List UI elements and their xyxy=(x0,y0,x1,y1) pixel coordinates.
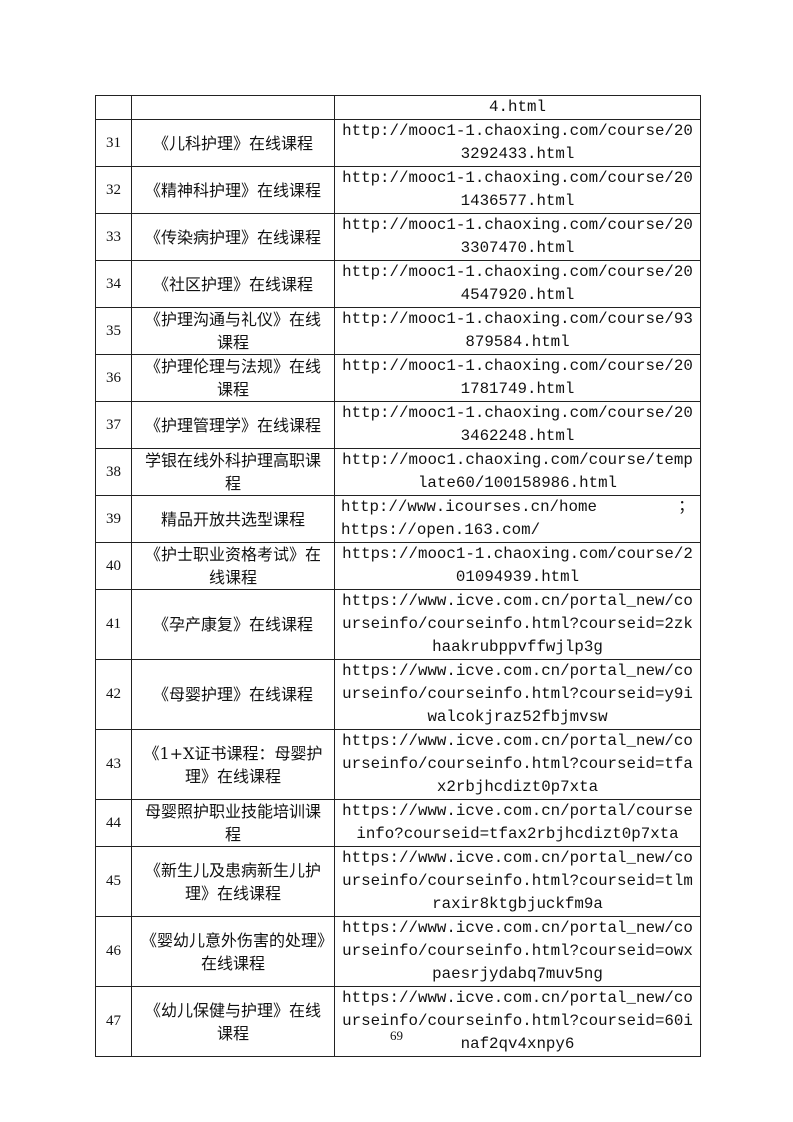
course-name: 《幼儿保健与护理》在线课程 xyxy=(131,986,335,1057)
row-number: 31 xyxy=(95,119,132,167)
table-row: 38 学银在线外科护理高职课程 http://mooc1.chaoxing.com/… xyxy=(95,448,701,496)
course-url[interactable]: http://mooc1-1.chaoxing.com/course/20346… xyxy=(334,401,701,449)
course-name: 《护理沟通与礼仪》在线课程 xyxy=(131,307,335,355)
course-url[interactable]: https://www.icve.com.cn/portal_new/cours… xyxy=(334,986,701,1057)
table-row: 4.html xyxy=(95,95,701,120)
course-name: 《社区护理》在线课程 xyxy=(131,260,335,308)
course-url[interactable]: https://www.icve.com.cn/portal_new/cours… xyxy=(334,729,701,800)
course-url[interactable]: https://www.icve.com.cn/portal/courseinf… xyxy=(334,799,701,847)
course-name: 《护理管理学》在线课程 xyxy=(131,401,335,449)
course-name: 《1+X证书课程：母婴护理》在线课程 xyxy=(131,729,335,800)
row-number: 32 xyxy=(95,166,132,214)
row-number: 42 xyxy=(95,659,132,730)
url-link[interactable]: https://open.163.com/ xyxy=(341,521,541,539)
table-row: 41 《孕产康复》在线课程 https://www.icve.com.cn/port… xyxy=(95,589,701,660)
table-row: 40 《护士职业资格考试》在线课程 https://mooc1-1.chaoxing… xyxy=(95,542,701,590)
course-url[interactable]: 4.html xyxy=(334,95,701,120)
course-url[interactable]: https://www.icve.com.cn/portal_new/cours… xyxy=(334,916,701,987)
row-number xyxy=(95,95,132,120)
row-number: 33 xyxy=(95,213,132,261)
course-name: 《护士职业资格考试》在线课程 xyxy=(131,542,335,590)
separator: ； xyxy=(678,498,694,516)
table-row: 39 精品开放共选型课程 http://www.icourses.cn/home； h… xyxy=(95,495,701,543)
table-row: 37 《护理管理学》在线课程 http://mooc1-1.chaoxing.com… xyxy=(95,401,701,449)
row-number: 47 xyxy=(95,986,132,1057)
row-number: 43 xyxy=(95,729,132,800)
course-url[interactable]: https://mooc1-1.chaoxing.com/course/2010… xyxy=(334,542,701,590)
course-url[interactable]: http://mooc1-1.chaoxing.com/course/20454… xyxy=(334,260,701,308)
course-name: 《儿科护理》在线课程 xyxy=(131,119,335,167)
course-url[interactable]: http://mooc1.chaoxing.com/course/templat… xyxy=(334,448,701,496)
row-number: 45 xyxy=(95,846,132,917)
table-row: 33 《传染病护理》在线课程 http://mooc1-1.chaoxing.com… xyxy=(95,213,701,261)
course-name: 《婴幼儿意外伤害的处理》在线课程 xyxy=(131,916,335,987)
table-row: 31 《儿科护理》在线课程 http://mooc1-1.chaoxing.com/… xyxy=(95,119,701,167)
course-name: 精品开放共选型课程 xyxy=(131,495,335,543)
course-url: http://www.icourses.cn/home ； https://open… xyxy=(334,495,701,543)
course-url[interactable]: http://mooc1-1.chaoxing.com/course/20143… xyxy=(334,166,701,214)
table-row: 45 《新生儿及患病新生儿护理》在线课程 https://www.icve.com.… xyxy=(95,846,701,917)
row-number: 40 xyxy=(95,542,132,590)
course-name xyxy=(131,95,335,120)
course-name: 母婴照护职业技能培训课程 xyxy=(131,799,335,847)
course-table: 4.html 31 《儿科护理》在线课程 http://mooc1-1.chaoxin… xyxy=(95,95,701,1057)
course-name: 《护理伦理与法规》在线课程 xyxy=(131,354,335,402)
table-row: 44 母婴照护职业技能培训课程 https://www.icve.com.cn/po… xyxy=(95,799,701,847)
table-row: 42 《母婴护理》在线课程 https://www.icve.com.cn/port… xyxy=(95,659,701,730)
table-row: 46 《婴幼儿意外伤害的处理》在线课程 https://www.icve.com.c… xyxy=(95,916,701,987)
row-number: 36 xyxy=(95,354,132,402)
course-name: 学银在线外科护理高职课程 xyxy=(131,448,335,496)
course-url[interactable]: https://www.icve.com.cn/portal_new/cours… xyxy=(334,659,701,730)
table-row: 36 《护理伦理与法规》在线课程 http://mooc1-1.chaoxing.c… xyxy=(95,354,701,402)
course-name: 《母婴护理》在线课程 xyxy=(131,659,335,730)
table-row: 35 《护理沟通与礼仪》在线课程 http://mooc1-1.chaoxing.c… xyxy=(95,307,701,355)
row-number: 46 xyxy=(95,916,132,987)
row-number: 38 xyxy=(95,448,132,496)
table-row: 32 《精神科护理》在线课程 http://mooc1-1.chaoxing.com… xyxy=(95,166,701,214)
url-link[interactable]: http://www.icourses.cn/home xyxy=(341,498,597,516)
row-number: 34 xyxy=(95,260,132,308)
row-number: 39 xyxy=(95,495,132,543)
row-number: 35 xyxy=(95,307,132,355)
course-url[interactable]: https://www.icve.com.cn/portal_new/cours… xyxy=(334,589,701,660)
course-url[interactable]: http://mooc1-1.chaoxing.com/course/93879… xyxy=(334,307,701,355)
page-number: 69 xyxy=(390,1028,403,1043)
table-row: 47 《幼儿保健与护理》在线课程 https://www.icve.com.cn/p… xyxy=(95,986,701,1057)
table-row: 34 《社区护理》在线课程 http://mooc1-1.chaoxing.com/… xyxy=(95,260,701,308)
row-number: 41 xyxy=(95,589,132,660)
course-name: 《新生儿及患病新生儿护理》在线课程 xyxy=(131,846,335,917)
row-number: 44 xyxy=(95,799,132,847)
course-url[interactable]: http://mooc1-1.chaoxing.com/course/20329… xyxy=(334,119,701,167)
course-url[interactable]: https://www.icve.com.cn/portal_new/cours… xyxy=(334,846,701,917)
course-name: 《孕产康复》在线课程 xyxy=(131,589,335,660)
course-name: 《精神科护理》在线课程 xyxy=(131,166,335,214)
course-name: 《传染病护理》在线课程 xyxy=(131,213,335,261)
table-row: 43 《1+X证书课程：母婴护理》在线课程 https://www.icve.com… xyxy=(95,729,701,800)
url-line: http://www.icourses.cn/home ； xyxy=(341,496,694,519)
course-url[interactable]: http://mooc1-1.chaoxing.com/course/20178… xyxy=(334,354,701,402)
row-number: 37 xyxy=(95,401,132,449)
course-url[interactable]: http://mooc1-1.chaoxing.com/course/20330… xyxy=(334,213,701,261)
